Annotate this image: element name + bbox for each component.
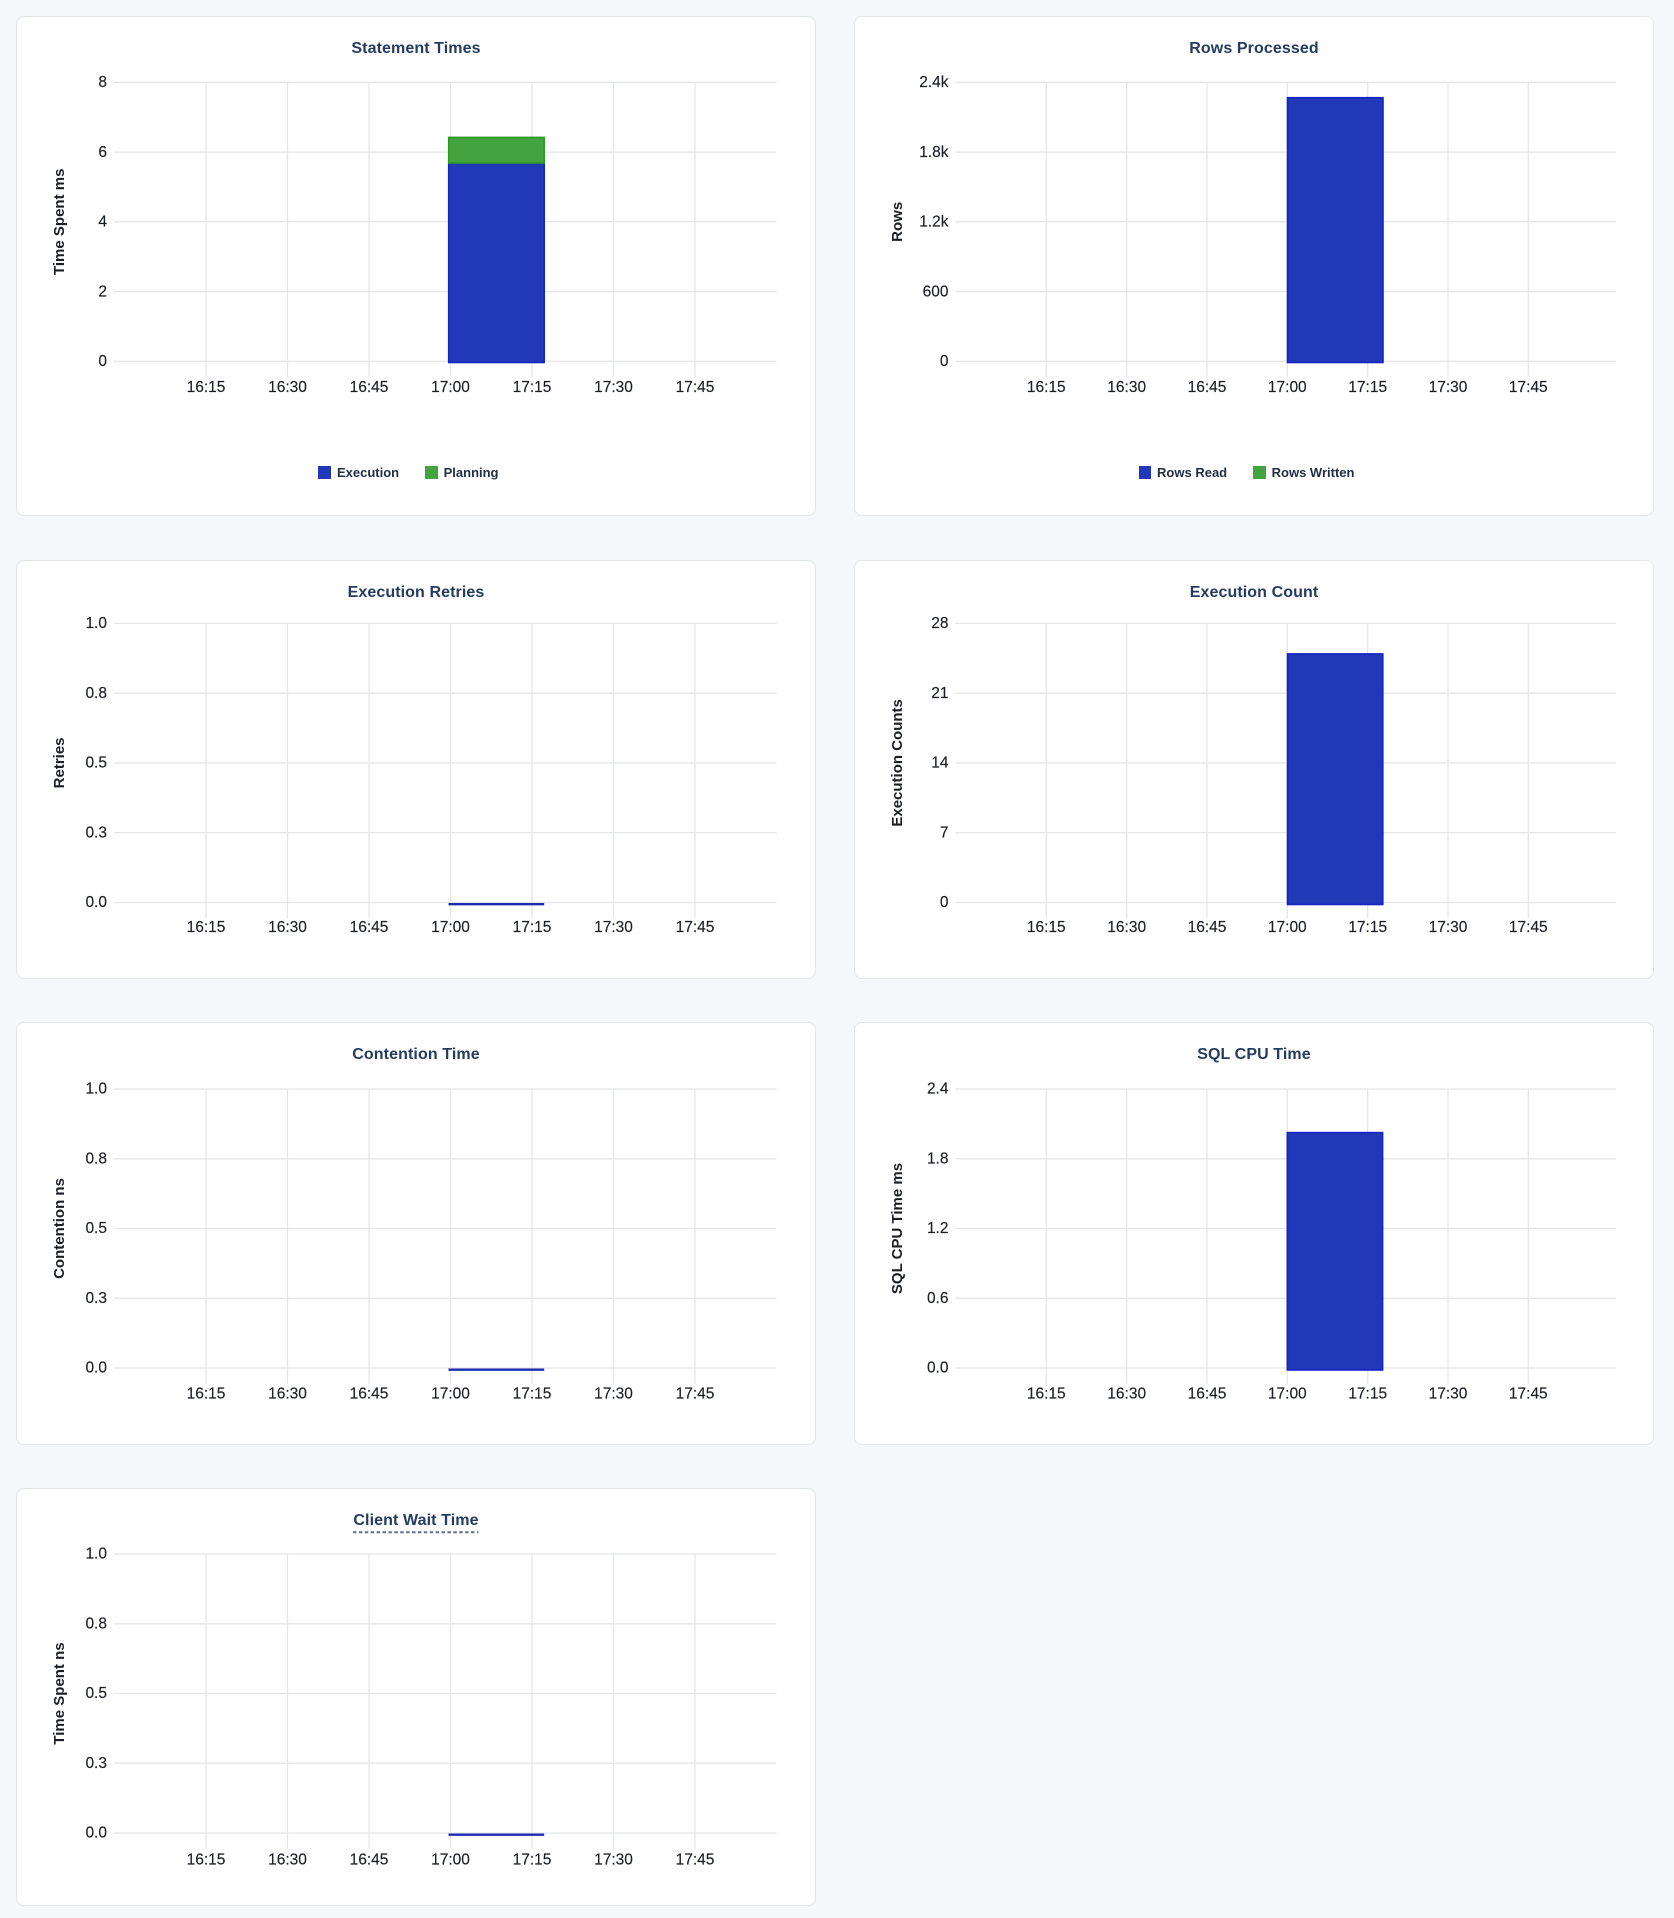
- svg-text:17:00: 17:00: [431, 919, 470, 936]
- svg-text:1.8k: 1.8k: [919, 144, 949, 161]
- svg-text:0.5: 0.5: [85, 1685, 107, 1702]
- svg-text:0.5: 0.5: [85, 755, 107, 772]
- svg-text:2.4k: 2.4k: [919, 74, 949, 91]
- svg-text:17:45: 17:45: [676, 379, 715, 396]
- svg-text:17:45: 17:45: [676, 919, 715, 936]
- svg-text:28: 28: [931, 615, 948, 632]
- svg-text:Time Spent ns: Time Spent ns: [51, 1642, 68, 1744]
- svg-text:4: 4: [98, 213, 107, 230]
- svg-text:0: 0: [98, 353, 107, 370]
- svg-text:1.0: 1.0: [85, 1546, 107, 1563]
- svg-text:Rows: Rows: [889, 202, 906, 242]
- svg-text:16:45: 16:45: [350, 1852, 389, 1869]
- svg-text:1.0: 1.0: [85, 1081, 107, 1098]
- svg-text:2: 2: [98, 283, 107, 300]
- svg-text:600: 600: [923, 283, 949, 300]
- svg-text:1.0: 1.0: [85, 615, 107, 632]
- svg-text:17:15: 17:15: [513, 379, 552, 396]
- svg-text:Contention ns: Contention ns: [51, 1178, 68, 1279]
- svg-text:0: 0: [940, 353, 949, 370]
- svg-text:0.3: 0.3: [85, 1755, 107, 1772]
- svg-text:16:45: 16:45: [1188, 919, 1227, 936]
- svg-text:17:15: 17:15: [513, 1852, 552, 1869]
- svg-text:7: 7: [940, 824, 949, 841]
- svg-text:17:00: 17:00: [1268, 919, 1307, 936]
- svg-text:16:30: 16:30: [1107, 919, 1146, 936]
- svg-text:1.8: 1.8: [927, 1150, 949, 1167]
- svg-text:SQL CPU Time ms: SQL CPU Time ms: [889, 1163, 906, 1294]
- svg-text:16:45: 16:45: [1188, 1386, 1227, 1403]
- svg-text:21: 21: [931, 685, 948, 702]
- svg-text:17:30: 17:30: [594, 379, 633, 396]
- svg-text:14: 14: [931, 755, 949, 772]
- svg-text:0.3: 0.3: [85, 824, 107, 841]
- svg-text:17:45: 17:45: [1509, 1386, 1548, 1403]
- svg-text:17:45: 17:45: [676, 1852, 715, 1869]
- svg-text:17:15: 17:15: [1348, 919, 1387, 936]
- svg-text:0.5: 0.5: [85, 1220, 107, 1237]
- svg-text:0.0: 0.0: [85, 1360, 107, 1377]
- svg-text:Retries: Retries: [51, 737, 68, 788]
- svg-text:17:45: 17:45: [1509, 379, 1548, 396]
- svg-text:17:30: 17:30: [594, 1386, 633, 1403]
- svg-text:17:00: 17:00: [1268, 379, 1307, 396]
- svg-text:17:15: 17:15: [513, 1386, 552, 1403]
- svg-text:0.6: 0.6: [927, 1290, 949, 1307]
- svg-text:Time Spent ms: Time Spent ms: [51, 169, 68, 275]
- svg-text:0.0: 0.0: [85, 894, 107, 911]
- svg-text:16:30: 16:30: [1107, 379, 1146, 396]
- svg-text:16:15: 16:15: [1027, 1386, 1066, 1403]
- svg-text:0.8: 0.8: [85, 685, 107, 702]
- svg-text:Execution Counts: Execution Counts: [889, 699, 906, 827]
- svg-text:17:30: 17:30: [1429, 1386, 1468, 1403]
- svg-text:17:00: 17:00: [431, 1386, 470, 1403]
- svg-text:17:15: 17:15: [513, 919, 552, 936]
- svg-text:0.0: 0.0: [85, 1825, 107, 1842]
- svg-text:0.8: 0.8: [85, 1615, 107, 1632]
- svg-text:16:45: 16:45: [350, 919, 389, 936]
- svg-text:16:45: 16:45: [350, 379, 389, 396]
- svg-text:17:00: 17:00: [431, 379, 470, 396]
- svg-text:17:45: 17:45: [1509, 919, 1548, 936]
- svg-text:16:30: 16:30: [268, 1386, 307, 1403]
- svg-text:0.8: 0.8: [85, 1150, 107, 1167]
- svg-text:16:45: 16:45: [350, 1386, 389, 1403]
- svg-text:17:30: 17:30: [594, 919, 633, 936]
- svg-text:16:15: 16:15: [187, 1386, 226, 1403]
- svg-text:8: 8: [98, 74, 107, 91]
- svg-text:0: 0: [940, 894, 949, 911]
- svg-text:16:30: 16:30: [1107, 1386, 1146, 1403]
- svg-text:17:30: 17:30: [1429, 919, 1468, 936]
- svg-text:16:45: 16:45: [1188, 379, 1227, 396]
- svg-text:6: 6: [98, 144, 107, 161]
- svg-text:17:00: 17:00: [431, 1852, 470, 1869]
- svg-text:1.2: 1.2: [927, 1220, 949, 1237]
- svg-text:16:30: 16:30: [268, 379, 307, 396]
- svg-text:2.4: 2.4: [927, 1081, 949, 1098]
- svg-text:16:15: 16:15: [1027, 379, 1066, 396]
- svg-text:17:45: 17:45: [676, 1386, 715, 1403]
- svg-text:1.2k: 1.2k: [919, 213, 949, 230]
- svg-text:16:15: 16:15: [1027, 919, 1066, 936]
- svg-text:17:00: 17:00: [1268, 1386, 1307, 1403]
- svg-text:16:15: 16:15: [187, 1852, 226, 1869]
- svg-text:17:30: 17:30: [594, 1852, 633, 1869]
- svg-text:17:15: 17:15: [1348, 1386, 1387, 1403]
- svg-text:16:30: 16:30: [268, 1852, 307, 1869]
- svg-text:16:30: 16:30: [268, 919, 307, 936]
- svg-text:16:15: 16:15: [187, 379, 226, 396]
- svg-text:17:15: 17:15: [1348, 379, 1387, 396]
- svg-text:17:30: 17:30: [1429, 379, 1468, 396]
- svg-text:16:15: 16:15: [187, 919, 226, 936]
- svg-text:0.3: 0.3: [85, 1290, 107, 1307]
- svg-text:0.0: 0.0: [927, 1360, 949, 1377]
